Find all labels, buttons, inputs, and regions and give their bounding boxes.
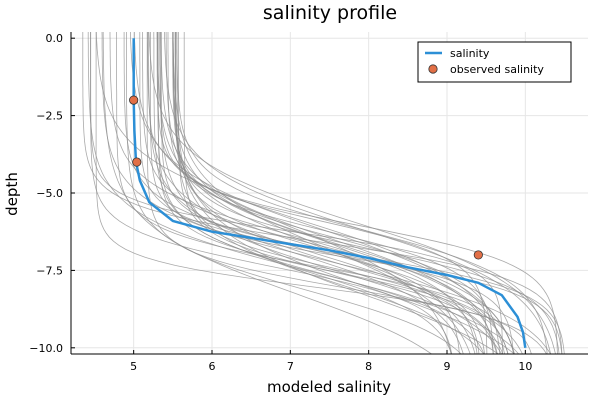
axes: [70, 32, 588, 355]
ensemble-line: [159, 32, 502, 355]
salinity-line: [132, 38, 527, 348]
x-tick-label: 5: [130, 360, 137, 373]
ensemble-line: [174, 32, 485, 355]
observed-point: [473, 250, 483, 260]
ensemble-line: [123, 32, 486, 355]
ensemble-line: [109, 32, 478, 355]
ensemble-line: [134, 31, 452, 355]
x-tick-label: 7: [287, 360, 294, 373]
y-tick-label: −2.5: [36, 110, 63, 123]
observed-point: [129, 95, 139, 105]
ensemble-line: [139, 32, 514, 355]
y-axis-label: depth: [3, 172, 21, 216]
ensemble-line: [116, 32, 514, 355]
legend-observed-marker: [428, 64, 438, 74]
y-tick-label: 0.0: [46, 32, 64, 45]
legend-box: [417, 41, 572, 83]
ensemble-line: [183, 32, 480, 355]
ensemble-line: [95, 32, 532, 355]
ensemble-line: [172, 32, 501, 355]
x-axis-label: modeled salinity: [267, 378, 391, 396]
ensemble-line: [157, 32, 485, 355]
ensemble-line: [164, 31, 552, 355]
y-tick-label: −5.0: [36, 187, 63, 200]
ensemble-line: [147, 32, 504, 355]
x-tick-label: 8: [365, 360, 372, 373]
x-tick-label: 9: [444, 360, 451, 373]
ensemble-line: [178, 32, 498, 355]
ensemble-line: [148, 31, 556, 355]
chart-title: salinity profile: [263, 2, 397, 24]
ensemble-line: [102, 32, 432, 355]
ensemble-line: [172, 32, 515, 355]
data-series: [129, 38, 527, 348]
x-tick-label: 10: [518, 360, 532, 373]
ensemble-line: [82, 32, 563, 355]
ensemble-line: [101, 31, 551, 355]
legend-observed-label: observed salinity: [450, 63, 544, 76]
observed-point: [132, 157, 142, 167]
ensemble-lines: [82, 31, 565, 355]
ensemble-line: [160, 31, 498, 355]
ensemble-line: [167, 32, 494, 355]
ensemble-line: [146, 32, 547, 355]
tick-labels: 5 6 7 8 9 10 0.0 −2.5 −5.0 −7.5 −10.0: [29, 32, 532, 373]
ensemble-line: [90, 32, 453, 355]
ensemble-line: [176, 32, 523, 355]
legend-salinity-label: salinity: [450, 47, 490, 60]
ensemble-line: [172, 32, 499, 355]
y-tick-label: −7.5: [36, 264, 63, 277]
ensemble-line: [87, 32, 519, 355]
ensemble-line: [150, 32, 563, 355]
ensemble-line: [160, 32, 565, 355]
ensemble-line: [95, 31, 505, 355]
legend: salinity observed salinity: [417, 41, 572, 83]
ensemble-line: [126, 32, 462, 355]
ensemble-line: [157, 32, 509, 355]
x-tick-label: 6: [209, 360, 216, 373]
y-tick-label: −10.0: [29, 342, 63, 355]
